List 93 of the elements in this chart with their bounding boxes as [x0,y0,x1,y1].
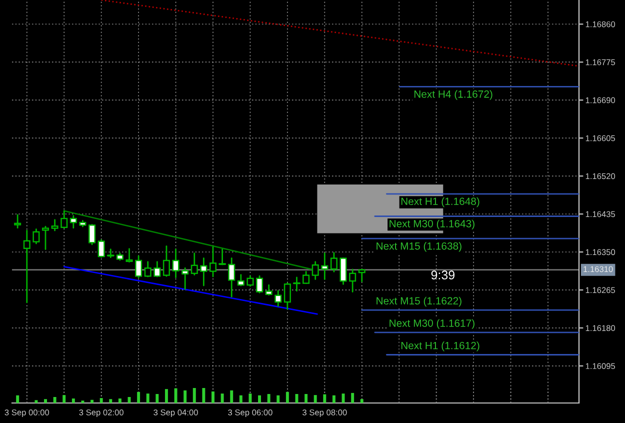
candlestick [14,214,22,229]
bar [351,392,354,403]
candlestick [190,252,198,276]
candlestick [32,228,40,244]
bar [230,390,234,403]
y-tick-label: 1.16435 [586,211,616,218]
bar [286,392,289,403]
candlestick [284,282,291,310]
bar [267,394,270,403]
series-label: Next M30 (1.1643) [390,220,474,230]
bar [239,395,242,403]
bar [184,390,187,403]
bar [53,397,56,403]
y-tick-label: 1.16860 [586,21,616,28]
x-tick-label: 3 Sep 04:00 [154,409,198,418]
bar [202,388,206,403]
y-tick-label: 1.16180 [586,325,616,332]
y-tick-label: 1.16520 [586,173,616,180]
bar [44,399,47,403]
candlestick [126,248,133,263]
candlestick [88,224,96,246]
bar [314,395,317,403]
candlestick [256,275,264,294]
bar [146,394,150,403]
ref-line-label: 1.16310 [584,266,613,272]
bar [90,400,94,403]
candlestick [98,239,105,258]
x-tick-label: 3 Sep 00:00 [4,409,50,418]
candlestick [42,226,50,250]
candlestick [228,258,236,298]
series-label: Next M15 (1.1638) [376,242,462,252]
x-tick-label: 3 Sep 08:00 [302,409,347,418]
series-label: Next M30 (1.1617) [390,319,474,329]
x-tick-label: 3 Sep 02:00 [79,409,124,418]
candlestick [23,230,30,304]
bar [212,391,214,403]
y-tick-label: 1.16775 [586,59,616,66]
series-label: Next H1 (1.1648) [401,197,480,208]
bar [156,394,159,403]
candlestick [70,215,77,229]
bar [248,394,252,403]
series-label: Next M15 (1.1622) [376,296,462,307]
y-tick-label: 1.16095 [586,363,616,370]
bar [360,399,364,403]
bar [72,398,75,403]
bar [323,394,326,403]
candlestick [60,210,68,229]
candlestick [200,258,208,286]
candlestick [312,261,319,280]
bar [332,395,336,403]
bar [62,395,66,403]
annotation: 9:39 [431,270,454,280]
y-tick-label: 1.16350 [586,249,616,256]
y-tick-label: 1.16605 [586,135,616,142]
candlestick [302,270,310,284]
candlestick [246,275,254,287]
series-label: Next H4 (1.1672) [414,90,492,100]
candlestick [144,261,152,278]
candlestick [218,248,226,266]
bar [16,395,20,403]
candlestick [265,284,272,296]
candlestick [51,219,58,232]
candlestick [182,267,189,290]
candlestick [358,268,366,282]
bar [164,389,168,403]
candlestick [237,274,244,286]
candlestick [106,248,114,258]
bar [118,398,122,403]
candlestick [330,252,338,272]
bar [100,398,103,403]
candlestick [162,245,170,277]
bar [304,394,308,403]
candlestick [340,258,347,285]
bar [342,394,345,403]
series-label: Next H1 (1.1612) [401,342,480,352]
candlestick [349,268,356,292]
y-tick-label: 1.16265 [586,287,616,294]
bar [137,392,140,403]
bar [258,395,262,403]
candlestick [154,261,161,278]
candlestick [172,248,180,278]
x-tick-label: 3 Sep 06:00 [228,409,272,418]
candlestick [209,246,217,278]
candlestick [321,252,328,280]
bar [34,400,38,403]
bar [276,395,280,403]
bar [220,394,224,403]
y-tick-label: 1.16690 [586,97,616,104]
bar [192,388,196,403]
bar [109,399,112,403]
candlestick [292,276,301,292]
candlestick [274,290,282,307]
candlestick [135,255,142,278]
